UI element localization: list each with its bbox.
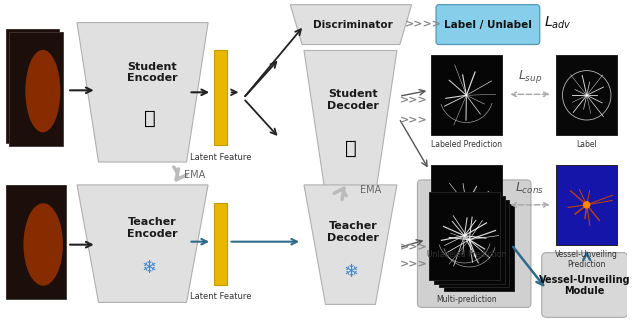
Ellipse shape xyxy=(26,50,60,132)
FancyBboxPatch shape xyxy=(431,165,502,245)
Ellipse shape xyxy=(22,47,56,129)
Text: >>>: >>> xyxy=(400,95,428,105)
FancyBboxPatch shape xyxy=(6,185,67,299)
Text: Student
Decoder: Student Decoder xyxy=(327,90,379,111)
Text: Vessel-Unveiling
Prediction: Vessel-Unveiling Prediction xyxy=(556,250,618,269)
Text: $L_{cons}$: $L_{cons}$ xyxy=(515,181,545,196)
FancyBboxPatch shape xyxy=(10,32,63,146)
Polygon shape xyxy=(304,185,397,304)
FancyBboxPatch shape xyxy=(6,29,60,143)
Text: EMA: EMA xyxy=(360,185,381,196)
Circle shape xyxy=(584,202,589,208)
Text: 🔥: 🔥 xyxy=(345,138,357,158)
Text: Labeled Prediction: Labeled Prediction xyxy=(431,140,502,149)
Text: Label: Label xyxy=(577,140,597,149)
FancyBboxPatch shape xyxy=(214,203,227,285)
Text: Latent Feature: Latent Feature xyxy=(189,292,251,301)
Text: ❄: ❄ xyxy=(344,263,358,281)
Polygon shape xyxy=(291,5,412,44)
Text: EMA: EMA xyxy=(184,170,205,180)
FancyBboxPatch shape xyxy=(429,192,500,280)
FancyBboxPatch shape xyxy=(556,55,617,135)
Text: >>>: >>> xyxy=(400,115,428,125)
Text: Student
Encoder: Student Encoder xyxy=(127,62,178,83)
FancyBboxPatch shape xyxy=(434,196,504,284)
Polygon shape xyxy=(77,185,208,302)
Text: ❄: ❄ xyxy=(142,259,157,277)
Text: Latent Feature: Latent Feature xyxy=(189,153,251,162)
FancyBboxPatch shape xyxy=(6,185,67,299)
Text: >>>: >>> xyxy=(400,260,428,270)
Text: Vessel-Unveiling
Module: Vessel-Unveiling Module xyxy=(539,275,630,296)
Text: $L_{adv}$: $L_{adv}$ xyxy=(543,14,572,31)
Text: Teacher
Decoder: Teacher Decoder xyxy=(327,221,379,242)
Text: $L_{sup}$: $L_{sup}$ xyxy=(518,68,542,85)
FancyBboxPatch shape xyxy=(436,5,540,44)
FancyBboxPatch shape xyxy=(439,200,509,288)
Text: Unlabeled Prediction: Unlabeled Prediction xyxy=(427,250,506,259)
Text: Label / Unlabel: Label / Unlabel xyxy=(444,20,532,30)
Polygon shape xyxy=(77,23,208,162)
FancyBboxPatch shape xyxy=(556,165,617,245)
Text: >>>>: >>>> xyxy=(404,20,442,30)
FancyBboxPatch shape xyxy=(10,32,63,146)
Text: 🔥: 🔥 xyxy=(143,109,156,128)
Text: Multi-prediction: Multi-prediction xyxy=(436,295,497,304)
FancyBboxPatch shape xyxy=(431,55,502,135)
FancyBboxPatch shape xyxy=(214,50,227,145)
Text: Teacher
Encoder: Teacher Encoder xyxy=(127,217,178,238)
Ellipse shape xyxy=(24,203,63,286)
Polygon shape xyxy=(304,50,397,195)
Text: Discriminator: Discriminator xyxy=(313,20,393,30)
FancyBboxPatch shape xyxy=(444,204,515,291)
FancyBboxPatch shape xyxy=(417,180,531,307)
Text: >>>: >>> xyxy=(400,243,428,253)
FancyBboxPatch shape xyxy=(541,253,628,317)
FancyBboxPatch shape xyxy=(6,29,60,143)
